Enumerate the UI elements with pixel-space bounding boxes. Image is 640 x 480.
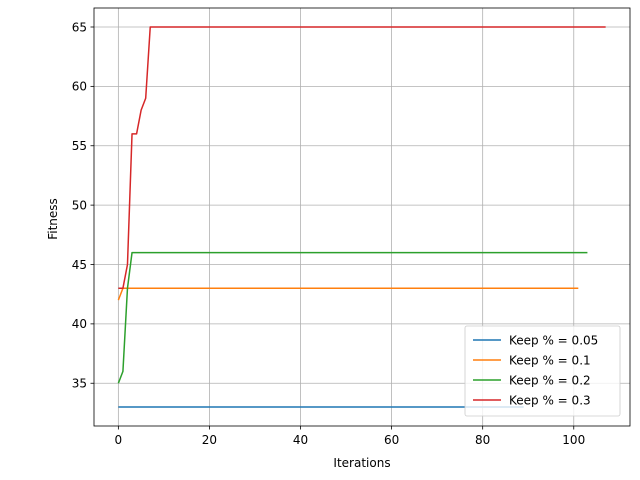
legend-entry: Keep % = 0.05 bbox=[509, 333, 598, 347]
plot-frame bbox=[93, 7, 631, 427]
x-tick-label: 40 bbox=[293, 433, 308, 447]
x-tick-label: 60 bbox=[384, 433, 399, 447]
legend: Keep % = 0.05 Keep % = 0.1 Keep % = 0.2 Kee… bbox=[464, 325, 621, 417]
x-tick-label: 100 bbox=[562, 433, 585, 447]
y-tick-label: 60 bbox=[72, 80, 87, 94]
legend-entry: Keep % = 0.3 bbox=[509, 393, 591, 407]
y-axis-ticks: 35 40 45 50 55 60 65 bbox=[72, 20, 94, 391]
y-tick-label: 40 bbox=[72, 317, 87, 331]
grid-lines bbox=[94, 8, 630, 426]
y-tick-label: 45 bbox=[72, 258, 87, 272]
legend-entry: Keep % = 0.1 bbox=[509, 353, 591, 367]
series-line-3 bbox=[117, 251, 588, 384]
y-tick-label: 35 bbox=[72, 377, 87, 391]
series-line-2 bbox=[117, 287, 579, 301]
y-tick-label: 65 bbox=[72, 20, 87, 34]
series-line-4 bbox=[118, 26, 606, 289]
series-lines bbox=[117, 26, 606, 408]
y-tick-label: 50 bbox=[72, 198, 87, 212]
x-tick-label: 0 bbox=[115, 433, 123, 447]
x-tick-label: 80 bbox=[475, 433, 490, 447]
legend-box bbox=[464, 325, 621, 417]
x-axis-label: Iterations bbox=[333, 456, 390, 470]
y-axis-label: Fitness bbox=[46, 198, 60, 240]
legend-entry: Keep % = 0.2 bbox=[509, 373, 591, 387]
x-tick-label: 20 bbox=[202, 433, 217, 447]
y-tick-label: 55 bbox=[72, 139, 87, 153]
x-axis-ticks: 0 20 40 60 80 100 bbox=[115, 426, 585, 447]
